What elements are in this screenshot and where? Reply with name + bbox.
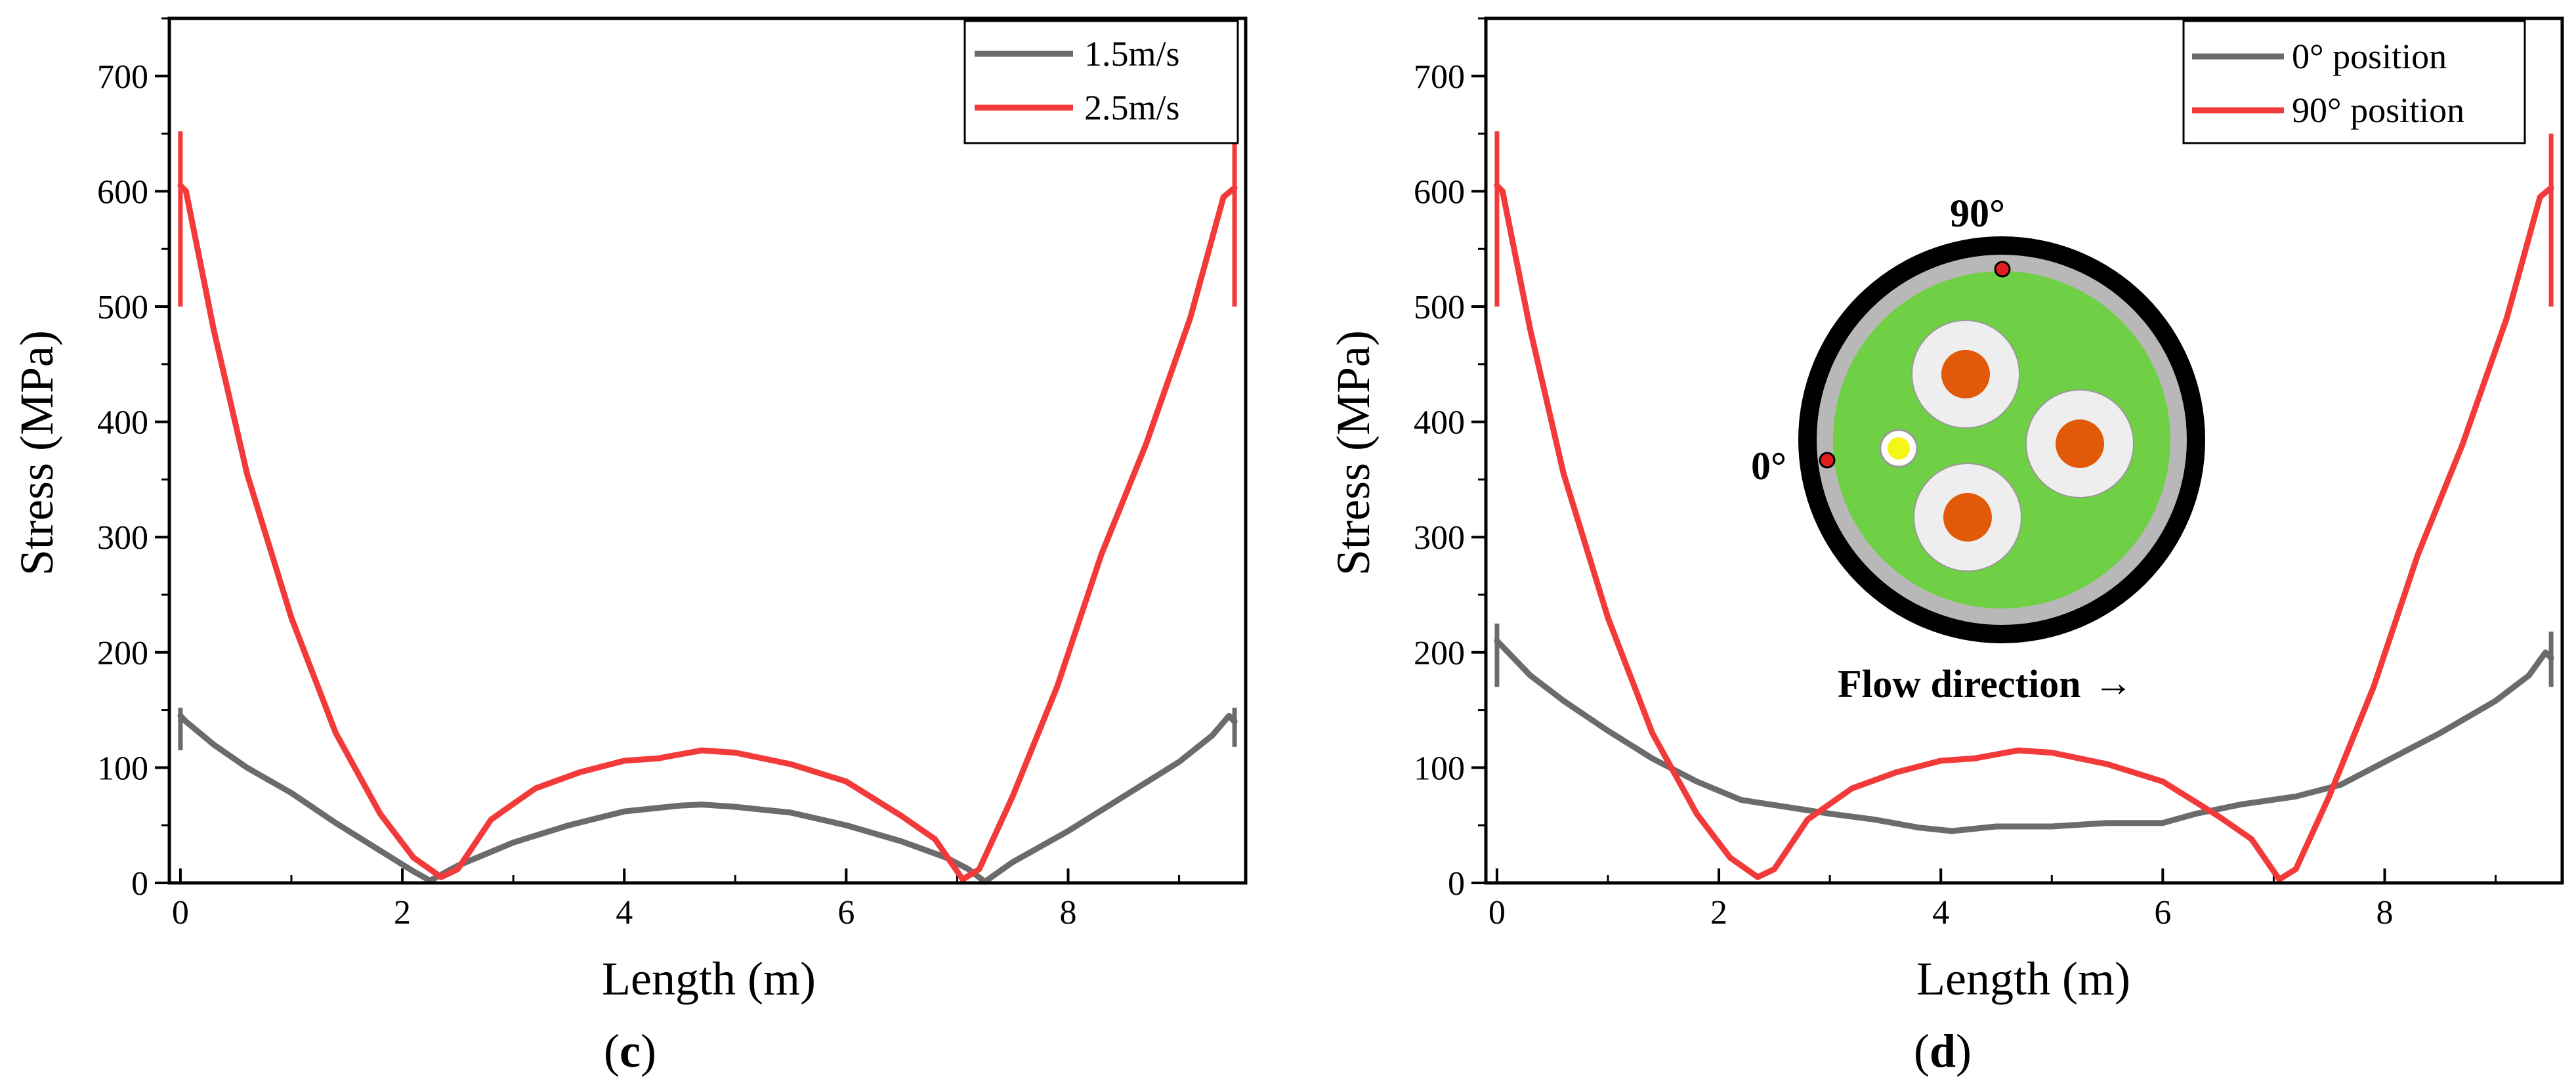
panel-d-legend-label-1: 0° position [2292,37,2447,76]
panel-d-xtick-label: 4 [1932,894,1949,931]
panel-d-series-line-2 [1494,182,2554,883]
panel-c-xtick-label: 4 [616,894,633,931]
panel-d-ytick-label: 0 [1448,865,1465,903]
panel-d-ytick-label: 400 [1414,404,1465,442]
panel-c-ytick-label: 500 [97,289,148,326]
label-90-degree: 90° [1950,192,2005,235]
panel-d-legend-box [2182,20,2526,144]
panel-c-ytick-label: 700 [97,58,148,96]
panel-c-xtick-label: 6 [837,894,855,931]
panel-c-xtick-label: 8 [1059,894,1076,931]
panel-c-ytick-label: 400 [97,404,148,442]
panel-c-caption: (c) [604,1025,656,1077]
panel-d-tick-labels: 0 2 4 6 8 0 100 200 300 400 500 600 700 [1414,58,2393,931]
label-0-degree: 0° [1751,444,1786,488]
panel-d-ytick-label: 600 [1414,173,1465,211]
panel-d-series-line-1 [1494,637,2554,834]
panel-c-ytick-label: 200 [97,635,148,672]
panel-c-xtick-label: 0 [172,894,189,931]
panel-d-caption: (d) [1914,1025,1972,1077]
flow-direction-label: Flow direction [1838,662,2081,706]
panel-d-xlabel: Length (m) [1916,952,2130,1005]
marker-90-position [1994,261,2011,278]
panel-d-xtick-label: 6 [2154,894,2171,931]
panel-c-ylabel: Stress (MPa) [11,330,63,576]
panel-c-xtick-label: 2 [394,894,411,931]
panel-d-ytick-label: 300 [1414,519,1465,557]
panel-c-series-group [177,131,1238,885]
panel-d-ylabel: Stress (MPa) [1327,330,1380,576]
panel-d-ytick-label: 700 [1414,58,1465,96]
panel-c-ytick-label: 300 [97,519,148,557]
power-core-top-conductor [1941,350,1990,398]
power-core-right-conductor [2056,419,2104,468]
cable-cross-section-inset: 90° 0° Flow direction → [1751,192,2205,706]
panel-c-series-line-1 [177,712,1238,885]
panel-c-xlabel: Length (m) [602,952,816,1005]
panel-d-plot-frame [1484,16,2564,885]
panel-d-xtick-label: 2 [1710,894,1727,931]
power-core-bottom-conductor [1943,493,1992,542]
panel-c-legend-label-2: 2.5m/s [1084,88,1180,127]
panel-c-legend: 1.5m/s 2.5m/s [963,20,1239,144]
panel-d-legend: 0° position 90° position [2182,20,2526,144]
panel-d-chart: 0 2 4 6 8 0 100 200 300 400 500 600 700 Length (m) S… [1327,16,2564,1077]
panel-d-legend-label-2: 90° position [2292,91,2464,130]
panel-c-legend-box [963,20,1239,144]
panel-d-ytick-label: 200 [1414,635,1465,672]
panel-c-chart: 0 2 4 6 8 0 100 200 300 400 500 600 700 Length (m) S… [11,16,1248,1077]
marker-0-position [1819,452,1836,469]
flow-direction-arrow-icon: → [2094,661,2133,704]
panel-c-tick-labels: 0 2 4 6 8 0 100 200 300 400 500 600 700 [97,58,1076,931]
panel-d-xtick-label: 0 [1489,894,1506,931]
panel-d-ytick-label: 500 [1414,289,1465,326]
panel-c-ticks [155,17,1181,884]
panel-c-ytick-label: 100 [97,750,148,787]
panel-c-ytick-label: 0 [131,865,148,903]
panel-c-ytick-label: 600 [97,173,148,211]
panel-c-series-line-2 [177,182,1238,883]
panel-d-ticks [1471,17,2497,884]
panel-c-legend-label-1: 1.5m/s [1084,34,1180,74]
panel-c-plot-frame [167,16,1248,885]
panel-d-xtick-label: 8 [2376,894,2393,931]
fiber-core-inner [1888,437,1910,460]
panel-d-ytick-label: 100 [1414,750,1465,787]
panel-d-series-group [1494,131,2554,883]
